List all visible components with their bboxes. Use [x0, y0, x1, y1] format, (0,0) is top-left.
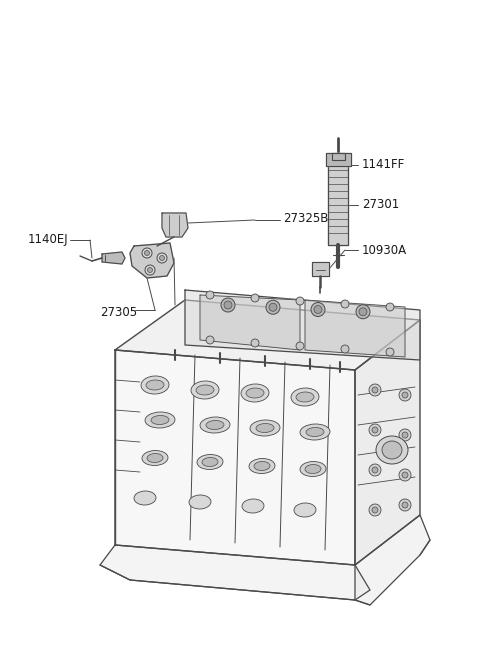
Ellipse shape	[145, 412, 175, 428]
Ellipse shape	[196, 385, 214, 395]
Polygon shape	[185, 290, 420, 360]
Polygon shape	[130, 243, 174, 278]
Circle shape	[402, 432, 408, 438]
Polygon shape	[332, 153, 345, 160]
Circle shape	[266, 300, 280, 314]
Circle shape	[269, 303, 277, 311]
Circle shape	[356, 305, 370, 319]
Circle shape	[399, 389, 411, 401]
Circle shape	[311, 303, 325, 316]
Circle shape	[402, 472, 408, 478]
Ellipse shape	[191, 381, 219, 399]
Ellipse shape	[300, 424, 330, 440]
Ellipse shape	[134, 491, 156, 505]
Ellipse shape	[296, 392, 314, 402]
Ellipse shape	[141, 376, 169, 394]
Ellipse shape	[142, 451, 168, 466]
Circle shape	[314, 305, 322, 314]
Circle shape	[296, 342, 304, 350]
Polygon shape	[162, 213, 188, 237]
Ellipse shape	[202, 457, 218, 466]
Circle shape	[221, 298, 235, 312]
Circle shape	[399, 429, 411, 441]
Circle shape	[402, 392, 408, 398]
Circle shape	[206, 291, 214, 299]
Polygon shape	[355, 320, 420, 565]
Circle shape	[372, 387, 378, 393]
Ellipse shape	[197, 455, 223, 470]
Circle shape	[206, 336, 214, 344]
Circle shape	[251, 294, 259, 302]
Ellipse shape	[189, 495, 211, 509]
Ellipse shape	[376, 436, 408, 464]
Circle shape	[341, 300, 349, 308]
Ellipse shape	[306, 428, 324, 436]
Ellipse shape	[254, 462, 270, 470]
Circle shape	[157, 253, 167, 263]
Circle shape	[372, 427, 378, 433]
Polygon shape	[305, 300, 405, 357]
Text: 27301: 27301	[362, 198, 399, 212]
Ellipse shape	[147, 453, 163, 462]
Circle shape	[372, 467, 378, 473]
Circle shape	[359, 308, 367, 316]
Circle shape	[402, 502, 408, 508]
Ellipse shape	[200, 417, 230, 433]
Ellipse shape	[146, 380, 164, 390]
Ellipse shape	[382, 441, 402, 459]
Ellipse shape	[246, 388, 264, 398]
Circle shape	[369, 504, 381, 516]
Ellipse shape	[294, 503, 316, 517]
Ellipse shape	[291, 388, 319, 406]
Ellipse shape	[242, 499, 264, 513]
Circle shape	[159, 255, 165, 261]
Circle shape	[296, 297, 304, 305]
Polygon shape	[328, 158, 348, 245]
Polygon shape	[115, 350, 355, 565]
Circle shape	[386, 348, 394, 356]
Circle shape	[399, 499, 411, 511]
Ellipse shape	[249, 458, 275, 474]
Circle shape	[251, 339, 259, 347]
Text: 10930A: 10930A	[362, 244, 407, 257]
Polygon shape	[326, 153, 351, 166]
Polygon shape	[100, 545, 370, 600]
Ellipse shape	[250, 420, 280, 436]
Circle shape	[369, 384, 381, 396]
Text: 1141FF: 1141FF	[362, 159, 405, 172]
Circle shape	[372, 507, 378, 513]
Text: 27305: 27305	[100, 305, 137, 318]
Circle shape	[224, 301, 232, 309]
Ellipse shape	[300, 462, 326, 476]
Polygon shape	[355, 515, 430, 605]
Circle shape	[142, 248, 152, 258]
Circle shape	[145, 265, 155, 275]
Ellipse shape	[256, 424, 274, 432]
Circle shape	[144, 250, 149, 255]
Polygon shape	[102, 252, 125, 264]
Ellipse shape	[305, 464, 321, 474]
Polygon shape	[200, 295, 300, 350]
Ellipse shape	[241, 384, 269, 402]
Polygon shape	[312, 262, 329, 276]
Ellipse shape	[151, 415, 169, 424]
Circle shape	[399, 469, 411, 481]
Circle shape	[386, 303, 394, 311]
Text: 27325B: 27325B	[283, 212, 328, 225]
Ellipse shape	[206, 421, 224, 430]
Circle shape	[341, 345, 349, 353]
Circle shape	[369, 424, 381, 436]
Polygon shape	[115, 300, 420, 370]
Circle shape	[369, 464, 381, 476]
Text: 1140EJ: 1140EJ	[28, 233, 69, 246]
Circle shape	[147, 267, 153, 272]
